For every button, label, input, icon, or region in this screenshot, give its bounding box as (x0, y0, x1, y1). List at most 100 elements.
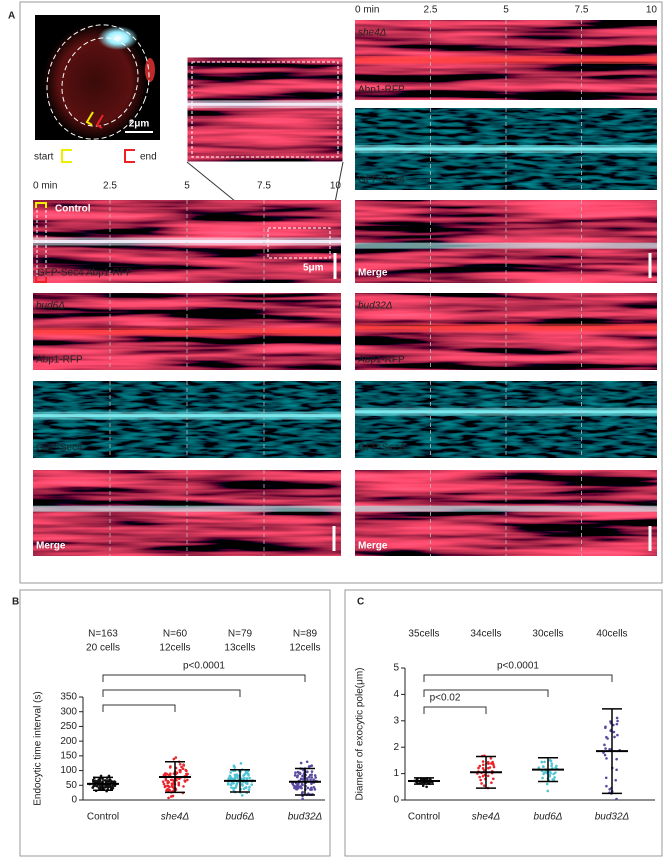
time-tick-label: 0 min (355, 5, 379, 16)
scatter-dot-texture (232, 788, 236, 792)
cell-outline (46, 24, 150, 140)
cells-label: 40cells (596, 629, 627, 640)
y-axis-title: Diameter of exocytic pole(μm) (355, 667, 366, 800)
scatter-dot-texture (616, 719, 619, 723)
cells-label: 34cells (470, 629, 501, 640)
scatter-dot-texture (540, 760, 544, 764)
start-mark (85, 111, 94, 126)
scatter-dot-texture (310, 773, 313, 776)
scatter-dot-texture (489, 756, 493, 760)
start-key (61, 149, 72, 163)
scatter-dot-texture (542, 765, 545, 768)
scatter-dot-texture (615, 722, 619, 726)
y-tick-label: 1 (393, 768, 399, 779)
scatter-dot-texture (293, 774, 297, 777)
y-tick-label: 200 (60, 736, 77, 747)
cells-label: 30cells (532, 629, 563, 640)
scatter-dot-texture (299, 761, 303, 765)
time-tick-label: 2.5 (103, 181, 117, 192)
scatter-dot-texture (97, 786, 101, 789)
y-tick-label: 350 (60, 692, 77, 703)
p-value: p<0.0001 (183, 661, 225, 672)
scatter-dot-texture (550, 762, 554, 765)
scatter-dot-texture (537, 766, 541, 770)
scatter-dot-texture (111, 784, 115, 788)
scatter-dot-texture (613, 735, 616, 739)
y-tick-label: 0 (393, 795, 399, 806)
x-tick-label: bud32Δ (595, 812, 630, 823)
scatter-dot-texture (248, 785, 251, 789)
scatter-dot-texture (166, 784, 169, 788)
n-label: N=89 (293, 629, 318, 640)
scatter-dot-texture (425, 785, 428, 789)
end-mark (95, 114, 104, 129)
scatter-dot-texture (167, 796, 170, 800)
significance-bracket (102, 689, 241, 697)
scale-label: 2μm (129, 119, 150, 130)
kymograph-band (187, 102, 343, 106)
scatter-dot-texture (480, 782, 483, 785)
scatter-dot-texture (604, 776, 608, 780)
x-tick-label: Control (87, 812, 119, 823)
scatter-dot-texture (167, 780, 171, 784)
scatter-dot-texture (171, 794, 175, 798)
cells-label: 13cells (224, 643, 255, 654)
scatter-dot-texture (301, 774, 304, 778)
scatter-dot-texture (232, 786, 235, 790)
channel-label: Abp1-RFP (86, 268, 133, 279)
scatter-dot-texture (161, 780, 165, 783)
scatter-dot-texture (553, 776, 556, 779)
scatter-dot-texture (182, 785, 185, 788)
kymograph-band (33, 240, 341, 243)
y-tick-label: 300 (60, 706, 77, 717)
scatter-dot-texture (603, 743, 606, 747)
scatter-dot-texture (166, 788, 170, 791)
scatter-dot-texture (113, 784, 117, 788)
scatter-dot-texture (421, 784, 425, 788)
time-tick-label: 7.5 (257, 181, 271, 192)
scatter-dot-texture (184, 768, 188, 772)
scatter-dot-texture (605, 784, 608, 788)
scatter-dot-texture (162, 782, 166, 786)
scatter-dot-texture (179, 768, 182, 772)
x-tick-label: she4Δ (161, 812, 190, 823)
scatter-dot-texture (234, 784, 238, 788)
scatter-dot-texture (305, 760, 309, 764)
scatter-dot-texture (174, 756, 178, 759)
scatter-dot-texture (186, 772, 189, 776)
scatter-dot-texture (296, 784, 299, 788)
scatter-dot-texture (312, 785, 316, 789)
scatter-dot-texture (491, 762, 495, 766)
cell-red-patch (145, 58, 155, 82)
scatter-dot-texture (608, 747, 611, 751)
scatter-dot-texture (615, 716, 619, 720)
n-label: N=79 (228, 629, 253, 640)
scatter-dot-texture (612, 730, 616, 734)
panel-label: C (357, 597, 364, 608)
y-tick-label: 3 (393, 715, 399, 726)
panel-label: A (8, 11, 15, 22)
scatter-dot-texture (305, 777, 309, 780)
scatter-dot-texture (542, 771, 546, 774)
scatter-dot-texture (247, 788, 251, 791)
scatter-dot-texture (177, 781, 181, 785)
p-value: p<0.0001 (497, 661, 539, 672)
scatter-dot-texture (108, 784, 111, 787)
y-tick-label: 4 (393, 689, 399, 700)
x-tick-label: she4Δ (472, 812, 501, 823)
kymograph-red (355, 200, 657, 283)
scatter-dot-texture (181, 767, 185, 771)
scatter-dot-texture (171, 785, 174, 788)
scatter-dot-texture (170, 782, 174, 785)
legend-start: start (34, 152, 54, 163)
cells-label: 35cells (408, 629, 439, 640)
scatter-dot-texture (314, 776, 317, 779)
channel-label: GFP-Sec4 (358, 443, 405, 454)
channel-label: GFP-Sec4 (37, 268, 84, 279)
scatter-dot-texture (313, 774, 317, 777)
scatter-dot-texture (291, 782, 295, 786)
cells-label: 12cells (289, 643, 320, 654)
scatter-dot-texture (604, 747, 607, 750)
scatter-dot-texture (306, 786, 310, 790)
